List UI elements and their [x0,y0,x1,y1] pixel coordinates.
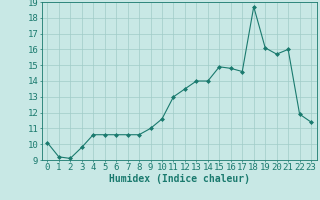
X-axis label: Humidex (Indice chaleur): Humidex (Indice chaleur) [109,174,250,184]
